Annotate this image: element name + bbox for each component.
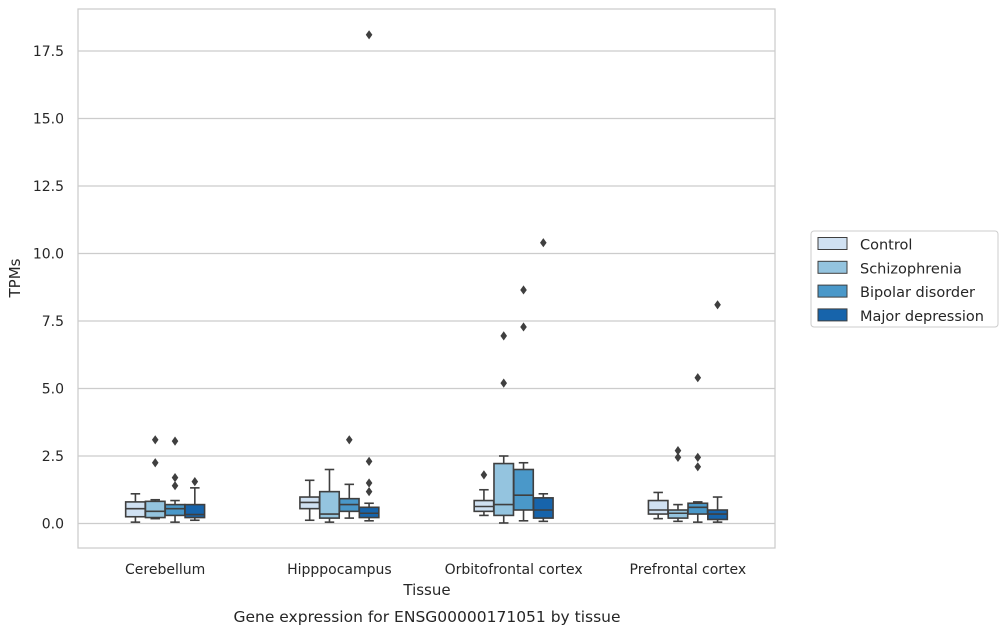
outlier-point <box>500 378 508 388</box>
box-iqr <box>532 497 554 519</box>
outlier-point <box>365 487 373 497</box>
outlier-point <box>694 462 702 472</box>
box-schizophrenia <box>318 468 341 523</box>
box-control <box>473 470 495 517</box>
box-iqr <box>493 462 515 517</box>
box-control <box>124 492 146 523</box>
box-bipolar-disorder <box>687 373 709 523</box>
box-major-depression <box>707 300 729 523</box>
outlier-point <box>520 285 527 295</box>
box-iqr <box>647 499 669 515</box>
x-tick-labels: Cerebellum Hipppocampus Orbitofrontal cort… <box>125 562 746 578</box>
outlier-point <box>480 470 488 480</box>
outlier-point <box>500 331 508 341</box>
legend-swatch <box>817 308 848 322</box>
box-iqr <box>667 509 689 519</box>
outlier-point <box>540 238 547 248</box>
box-schizophrenia <box>144 435 166 520</box>
outlier-point <box>694 373 702 383</box>
y-tick-label: 0.0 <box>42 517 64 533</box>
box-control <box>647 491 669 520</box>
box-bipolar-disorder <box>164 436 186 523</box>
y-tick-label: 10.0 <box>33 247 64 263</box>
outlier-point <box>191 477 199 487</box>
x-tick-label: Prefrontal cortex <box>630 562 747 578</box>
legend-label: Schizophrenia <box>860 261 962 277</box>
outlier-point <box>674 446 682 456</box>
outlier-point <box>365 456 373 466</box>
box-iqr <box>512 468 535 511</box>
box-iqr <box>358 506 380 519</box>
outlier-point <box>151 435 159 445</box>
outlier-point <box>151 458 159 468</box>
box-iqr <box>184 503 206 519</box>
x-tick-label: Orbitofrontal cortex <box>445 562 583 578</box>
y-tick-label: 2.5 <box>42 449 64 465</box>
y-tick-labels: 0.0 2.5 5.0 7.5 10.0 12.5 15.0 17.5 <box>33 44 64 533</box>
outlier-point <box>171 436 179 446</box>
box-major-depression <box>184 477 206 522</box>
outlier-point <box>694 452 702 462</box>
chart-caption: Gene expression for ENSG00000171051 by t… <box>233 608 620 626</box>
outlier-point <box>365 478 373 488</box>
legend: Control Schizophrenia Bipolar disorder Majo… <box>810 230 999 328</box>
box-series <box>124 30 729 524</box>
y-tick-label: 12.5 <box>33 179 64 195</box>
gridlines <box>78 50 775 525</box>
legend-swatch <box>817 284 848 298</box>
box-iqr <box>144 500 166 519</box>
y-tick-label: 17.5 <box>33 44 64 60</box>
outlier-point <box>714 300 721 310</box>
box-major-depression <box>532 238 554 523</box>
outlier-point <box>171 473 179 483</box>
outlier-point <box>365 30 373 40</box>
y-tick-label: 5.0 <box>42 382 64 398</box>
outlier-point <box>171 481 179 491</box>
outlier-point <box>345 435 353 445</box>
box-bipolar-disorder <box>512 285 535 522</box>
legend-label: Control <box>860 238 912 254</box>
box-schizophrenia <box>667 446 689 523</box>
box-control <box>299 479 321 522</box>
legend-swatch <box>817 260 848 274</box>
x-tick-label: Hipppocampus <box>287 562 392 578</box>
y-axis-label: TPMs <box>6 258 24 298</box>
y-tick-label: 7.5 <box>42 314 64 330</box>
plot-frame <box>77 8 776 549</box>
box-iqr <box>164 503 186 517</box>
legend-label: Major depression <box>860 309 984 325</box>
box-major-depression <box>358 30 380 522</box>
box-bipolar-disorder <box>338 435 360 519</box>
y-tick-label: 15.0 <box>33 112 64 128</box>
box-iqr <box>687 502 709 515</box>
x-axis-label: Tissue <box>402 581 450 599</box>
outlier-point <box>674 452 682 462</box>
legend-frame <box>810 230 999 328</box>
box-schizophrenia <box>493 331 515 524</box>
x-tick-label: Cerebellum <box>125 562 205 578</box>
outlier-point <box>520 322 527 332</box>
legend-label: Bipolar disorder <box>860 285 975 301</box>
legend-swatch <box>817 237 848 250</box>
